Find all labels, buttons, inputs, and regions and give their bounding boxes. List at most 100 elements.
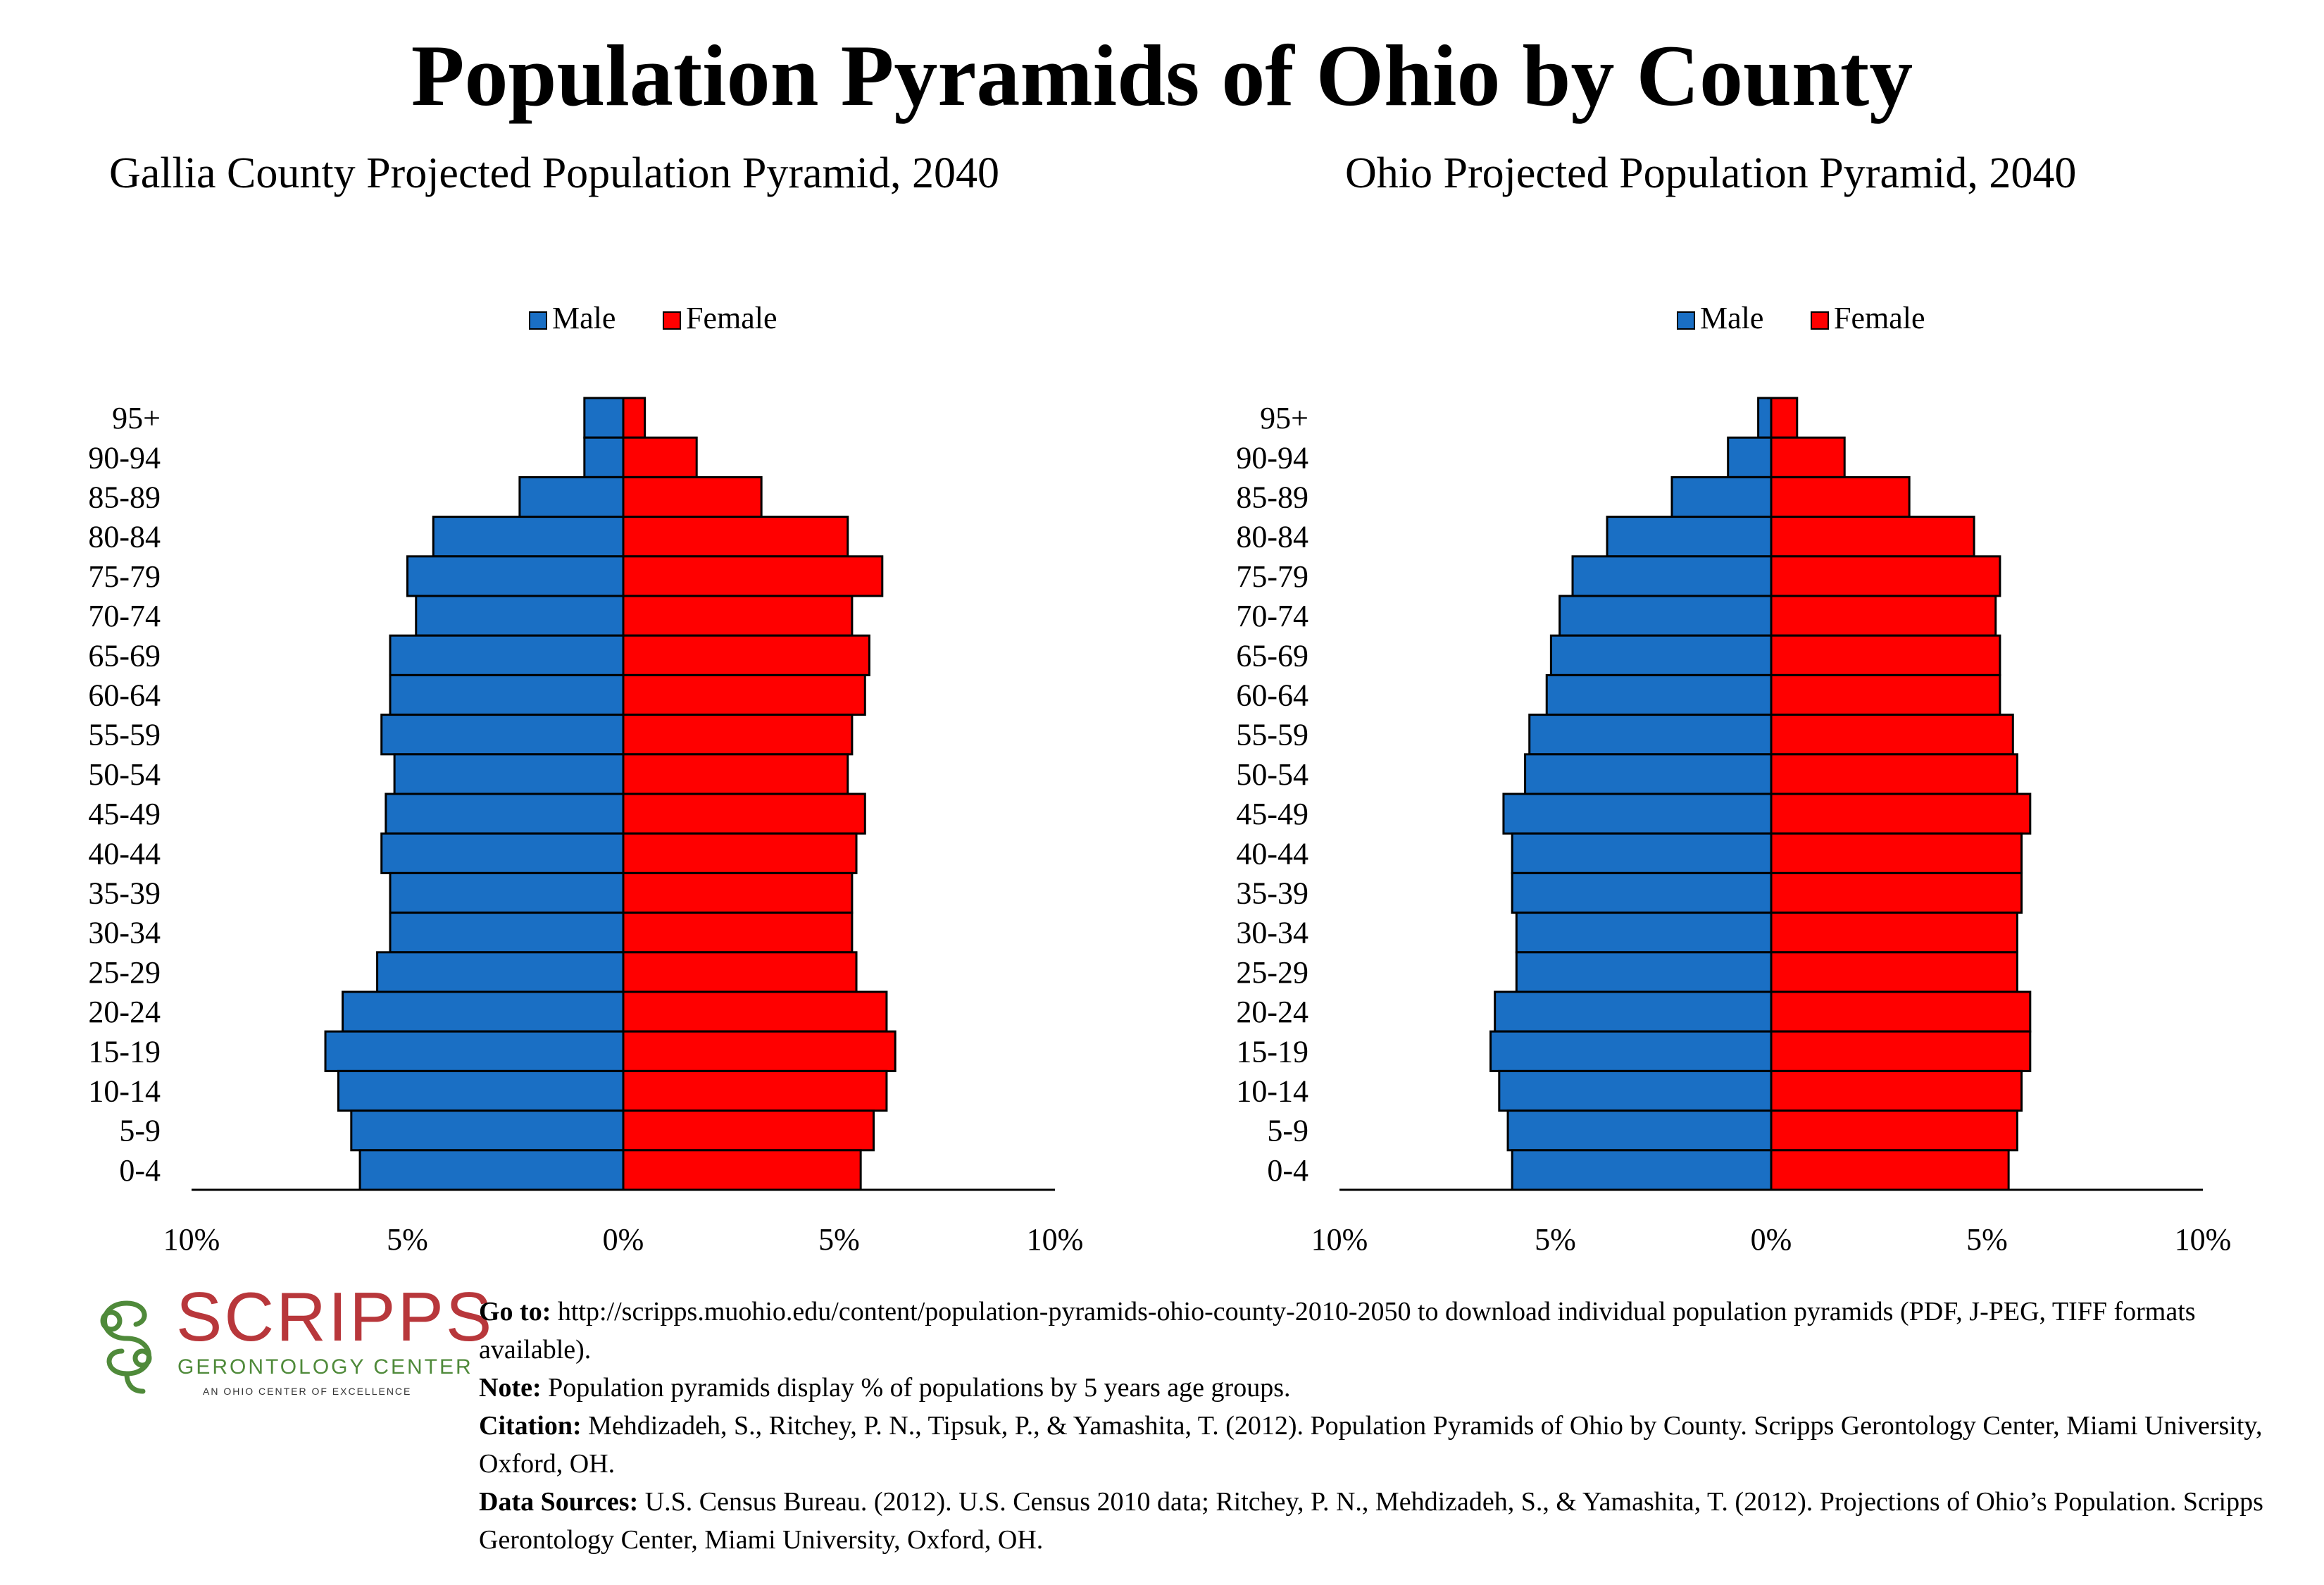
bar-male-75-79 <box>406 555 625 597</box>
age-label-90-94: 90-94 <box>88 440 161 475</box>
bar-female-5-9 <box>1770 1110 2018 1152</box>
bar-male-60-64 <box>1545 673 1773 716</box>
bar-male-80-84 <box>1606 516 1773 558</box>
legend-swatch-female <box>663 311 681 330</box>
bar-male-30-34 <box>389 912 625 954</box>
x-tick-label: 5% <box>1535 1222 1576 1257</box>
chart-title-ohio: Ohio Projected Population Pyramid, 2040 <box>1345 149 2077 197</box>
x-tick-label: 5% <box>1966 1222 2008 1257</box>
logo-wordmark: SCRIPPS <box>176 1278 494 1355</box>
age-label-80-84: 80-84 <box>1236 520 1308 554</box>
footer-sources-text: U.S. Census Bureau. (2012). U.S. Census … <box>479 1487 2263 1555</box>
bar-female-95+ <box>1770 397 1799 439</box>
bar-female-80-84 <box>622 516 849 558</box>
age-label-20-24: 20-24 <box>88 995 161 1029</box>
age-label-25-29: 25-29 <box>88 955 161 990</box>
bar-male-25-29 <box>376 951 625 993</box>
bar-female-20-24 <box>622 990 888 1033</box>
bar-female-50-54 <box>1770 753 2018 795</box>
bar-male-35-39 <box>389 871 625 914</box>
bar-female-85-89 <box>1770 476 1911 518</box>
bar-female-15-19 <box>622 1030 897 1072</box>
age-label-40-44: 40-44 <box>1236 836 1308 871</box>
footer-sources: Data Sources: U.S. Census Bureau. (2012)… <box>479 1483 2310 1559</box>
age-label-15-19: 15-19 <box>1236 1034 1308 1069</box>
x-tick-label: 0% <box>1751 1222 1792 1257</box>
bar-male-85-89 <box>1670 476 1773 518</box>
age-label-55-59: 55-59 <box>88 718 161 752</box>
bar-male-30-34 <box>1515 912 1773 954</box>
footer-notes: Go to: http://scripps.muohio.edu/content… <box>479 1293 2310 1559</box>
bar-female-25-29 <box>1770 951 2018 993</box>
bar-male-95+ <box>1757 397 1773 439</box>
age-label-15-19: 15-19 <box>88 1034 161 1069</box>
bar-male-0-4 <box>1511 1149 1773 1191</box>
age-label-10-14: 10-14 <box>88 1074 161 1109</box>
age-label-85-89: 85-89 <box>88 480 161 515</box>
bar-female-45-49 <box>622 792 866 835</box>
age-label-10-14: 10-14 <box>1236 1074 1308 1109</box>
age-label-60-64: 60-64 <box>88 678 161 713</box>
age-label-0-4: 0-4 <box>1267 1153 1308 1188</box>
age-label-95+: 95+ <box>112 401 161 435</box>
footer-citation-label: Citation: <box>479 1411 582 1441</box>
age-label-5-9: 5-9 <box>119 1114 161 1148</box>
bar-female-15-19 <box>1770 1030 2032 1072</box>
bar-female-50-54 <box>622 753 849 795</box>
logo-tagline: AN OHIO CENTER OF EXCELLENCE <box>203 1386 412 1397</box>
age-label-55-59: 55-59 <box>1236 718 1308 752</box>
bar-male-10-14 <box>1498 1069 1773 1112</box>
swirl-logo-icon <box>100 1300 152 1394</box>
bar-male-70-74 <box>1558 595 1773 637</box>
bar-female-60-64 <box>1770 673 2001 716</box>
bar-female-95+ <box>622 397 646 439</box>
age-label-50-54: 50-54 <box>1236 757 1308 792</box>
bar-male-70-74 <box>415 595 625 637</box>
age-label-80-84: 80-84 <box>88 520 161 554</box>
bar-male-15-19 <box>324 1030 625 1072</box>
bar-female-10-14 <box>1770 1069 2023 1112</box>
footer-note-text: Population pyramids display % of populat… <box>548 1373 1291 1403</box>
bar-female-85-89 <box>622 476 763 518</box>
bar-female-40-44 <box>622 832 858 874</box>
x-tick-label: 5% <box>387 1222 428 1257</box>
age-label-90-94: 90-94 <box>1236 440 1308 475</box>
bar-male-10-14 <box>337 1069 625 1112</box>
age-label-70-74: 70-74 <box>1236 599 1308 633</box>
bar-female-55-59 <box>1770 714 2014 756</box>
bar-female-35-39 <box>1770 871 2023 914</box>
age-label-0-4: 0-4 <box>119 1153 161 1188</box>
legend-label-female: Female <box>1834 301 1925 335</box>
age-label-60-64: 60-64 <box>1236 678 1308 713</box>
footer-citation: Citation: Mehdizadeh, S., Ritchey, P. N.… <box>479 1407 2310 1483</box>
age-label-35-39: 35-39 <box>88 876 161 911</box>
bar-female-5-9 <box>622 1110 875 1152</box>
bar-male-5-9 <box>1506 1110 1773 1152</box>
bar-male-25-29 <box>1515 951 1773 993</box>
legend-label-male: Male <box>552 301 616 335</box>
bar-male-55-59 <box>1528 714 1773 756</box>
bar-female-30-34 <box>622 912 854 954</box>
legend-swatch-female <box>1811 311 1829 330</box>
bar-male-80-84 <box>432 516 625 558</box>
bar-male-20-24 <box>1494 990 1773 1033</box>
bar-male-40-44 <box>380 832 625 874</box>
age-label-65-69: 65-69 <box>1236 638 1308 673</box>
pyramid-chart-ohio: Male Female 95+ 90-94 85-89 80-84 75-79 70-74 65… <box>1236 301 2231 1257</box>
bar-male-65-69 <box>1549 634 1773 676</box>
legend-label-female: Female <box>686 301 777 335</box>
x-tick-label: 10% <box>1027 1222 1084 1257</box>
footer-goto-text: http://scripps.muohio.edu/content/popula… <box>479 1297 2196 1365</box>
bar-female-65-69 <box>622 634 870 676</box>
age-label-45-49: 45-49 <box>1236 797 1308 831</box>
age-label-95+: 95+ <box>1260 401 1308 435</box>
footer-note-label: Note: <box>479 1373 542 1403</box>
age-label-70-74: 70-74 <box>88 599 161 633</box>
age-label-85-89: 85-89 <box>1236 480 1308 515</box>
age-label-25-29: 25-29 <box>1236 955 1308 990</box>
bar-male-5-9 <box>350 1110 625 1152</box>
bar-female-90-94 <box>622 436 698 478</box>
age-label-5-9: 5-9 <box>1267 1114 1308 1148</box>
bar-male-15-19 <box>1489 1030 1773 1072</box>
x-tick-label: 0% <box>603 1222 644 1257</box>
